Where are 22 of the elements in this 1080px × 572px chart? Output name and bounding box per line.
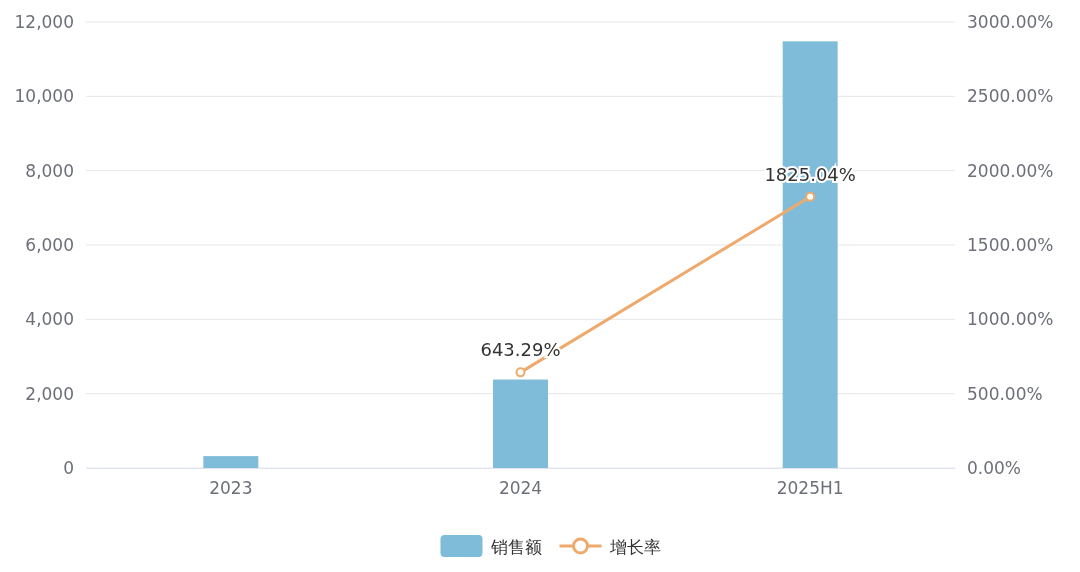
y2-tick-label: 2000.00%	[967, 160, 1054, 181]
bar	[493, 379, 548, 468]
x-tick-label: 2025H1	[776, 478, 844, 499]
y2-tick-label: 3000.00%	[967, 11, 1054, 32]
legend-label: 增长率	[608, 537, 661, 557]
y-tick-label: 12,000	[14, 11, 74, 32]
y-tick-label: 6,000	[25, 234, 74, 255]
y2-tick-label: 2500.00%	[967, 86, 1054, 107]
y2-tick-label: 500.00%	[967, 383, 1043, 404]
y-tick-label: 10,000	[14, 86, 74, 107]
y2-tick-label: 1000.00%	[967, 309, 1054, 330]
x-tick-label: 2023	[209, 478, 253, 499]
y-tick-label: 2,000	[25, 383, 74, 404]
y-tick-label: 8,000	[25, 160, 74, 181]
y2-tick-label: 1500.00%	[967, 234, 1054, 255]
data-label: 643.29%	[480, 339, 561, 361]
y2-tick-label: 0.00%	[967, 457, 1022, 478]
bar	[203, 456, 259, 468]
legend-label: 销售额	[489, 537, 542, 557]
x-tick-label: 2024	[498, 478, 543, 499]
y-tick-label: 4,000	[25, 309, 74, 330]
y-tick-label: 0	[63, 457, 74, 478]
